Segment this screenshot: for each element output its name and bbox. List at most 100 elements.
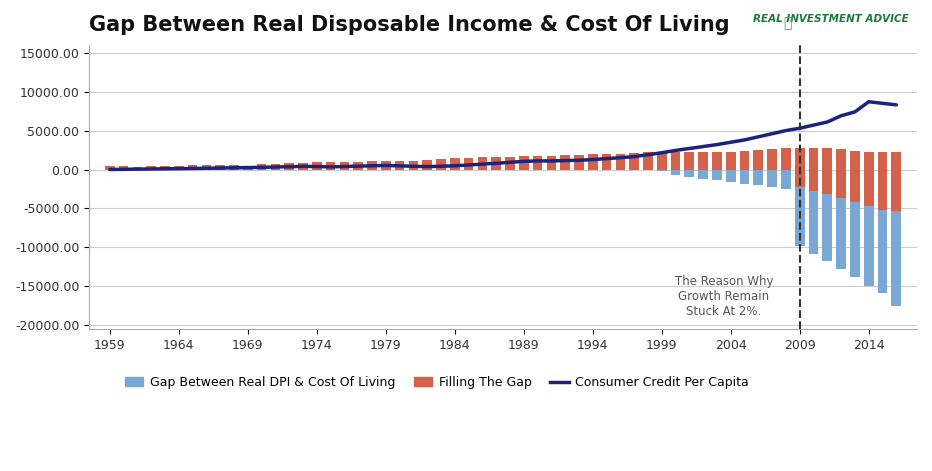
Consumer Credit Per Capita [891,102,902,108]
Bar [740,170,749,184]
Bar [560,165,570,170]
Bar [450,168,459,170]
Bar [712,170,721,180]
Bar [574,166,583,170]
Bar [574,154,583,170]
Bar [546,165,556,170]
Bar [629,153,639,170]
Consumer Credit Per Capita [863,99,874,105]
Bar [229,165,239,170]
Bar [781,148,790,170]
Bar [822,148,832,170]
Bar [629,169,639,170]
Bar [809,170,818,254]
Bar [519,156,528,170]
Bar [850,151,859,170]
Bar [533,164,542,170]
Bar [864,152,873,170]
Bar [684,170,694,177]
Bar [118,166,129,170]
Bar [836,149,846,170]
Bar [795,148,804,170]
Bar [864,170,873,286]
Bar [850,170,859,202]
Bar [602,154,611,170]
Bar [795,170,804,246]
Bar [822,170,832,261]
Bar [684,152,694,170]
Bar [809,170,818,191]
Bar [477,166,487,170]
Bar [864,170,873,206]
Bar [795,170,804,187]
Bar [339,162,350,170]
Bar [422,160,432,170]
Bar [698,170,708,179]
Bar [160,166,170,170]
Bar [105,166,115,170]
Bar [132,167,143,170]
Bar [767,149,777,170]
Bar [671,170,680,175]
Bar [436,159,445,170]
Bar [298,162,308,170]
Bar [892,170,901,211]
Bar [270,164,281,170]
Bar [878,153,887,170]
Bar [836,170,846,269]
Bar [256,164,267,170]
Bar [878,170,887,210]
Bar [781,170,790,189]
Bar [395,161,404,170]
Bar [215,165,225,170]
Consumer Credit Per Capita [628,154,639,160]
Bar [712,153,721,170]
Text: REAL INVESTMENT ADVICE: REAL INVESTMENT ADVICE [753,14,909,24]
Bar [809,148,818,170]
Bar [657,170,666,171]
Bar [243,166,253,170]
Bar [284,163,294,170]
Bar [615,154,625,170]
Bar [146,166,156,170]
Bar [450,158,459,170]
Bar [892,170,901,306]
Bar [643,152,652,170]
Bar [381,162,391,170]
Consumer Credit Per Capita [104,167,116,172]
Bar [726,170,735,182]
Consumer Credit Per Capita [297,163,308,169]
Bar [602,168,611,170]
Bar [698,153,708,170]
Bar [491,157,501,170]
Consumer Credit Per Capita [283,164,295,170]
Consumer Credit Per Capita [766,131,777,137]
Bar [533,156,542,170]
Text: 🛡: 🛡 [784,16,791,31]
Bar [546,156,556,170]
Bar [353,162,363,170]
Consumer Credit Per Capita [849,109,860,115]
Bar [187,165,198,170]
Text: The Reason Why
Growth Remain
Stuck At 2%.: The Reason Why Growth Remain Stuck At 2%… [675,275,773,317]
Bar [464,158,473,170]
Bar [505,157,514,170]
Bar [671,152,680,170]
Bar [519,163,528,170]
Text: Gap Between Real Disposable Income & Cost Of Living: Gap Between Real Disposable Income & Cos… [89,15,730,35]
Bar [588,167,597,170]
Bar [174,166,184,170]
Bar [850,170,859,277]
Bar [753,150,763,170]
Bar [726,152,735,170]
Bar [505,164,514,170]
Bar [836,170,846,198]
Bar [588,154,597,170]
Bar [408,161,418,170]
Bar [491,165,501,170]
Line: Consumer Credit Per Capita: Consumer Credit Per Capita [110,102,897,170]
Bar [740,151,749,170]
Bar [312,162,322,170]
Bar [657,152,666,170]
Consumer Credit Per Capita [684,146,695,151]
